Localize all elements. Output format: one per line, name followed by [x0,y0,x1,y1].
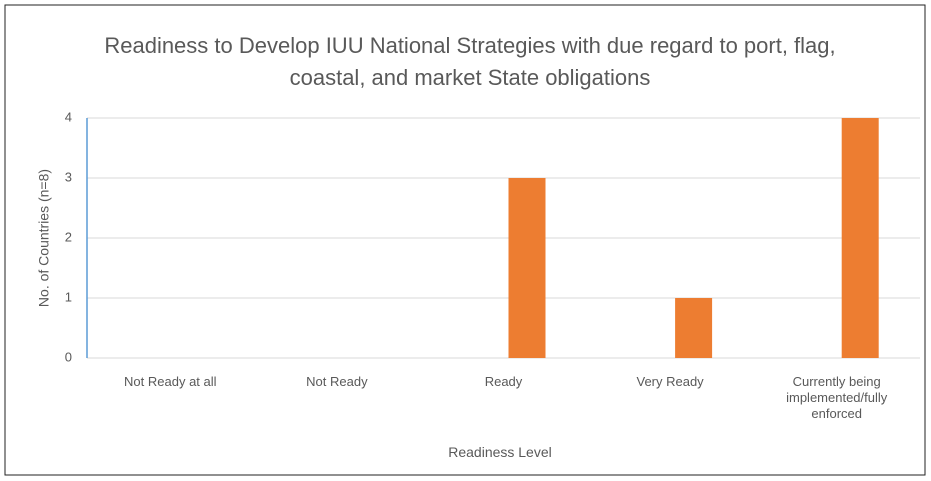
chart-title: Readiness to Develop IUU National Strate… [104,33,836,90]
y-tick-label: 1 [65,289,72,304]
y-tick-label: 4 [65,109,72,124]
x-tick-label: Not Ready [306,374,368,389]
x-tick-label: Very Ready [636,374,704,389]
y-tick-label: 0 [65,349,72,364]
x-tick-label: Not Ready at all [124,374,217,389]
bar [841,118,879,358]
bar [675,298,713,358]
y-tick-label: 2 [65,229,72,244]
y-tick-label: 3 [65,169,72,184]
chart-border [4,4,926,476]
x-tick-label: Ready [484,374,523,389]
x-axis-title: Readiness Level [448,444,552,460]
bar [508,178,546,358]
x-tick-label: Currently being implemented/fully enforc… [786,374,888,421]
y-axis-title: No. of Countries (n=8) [36,169,52,307]
